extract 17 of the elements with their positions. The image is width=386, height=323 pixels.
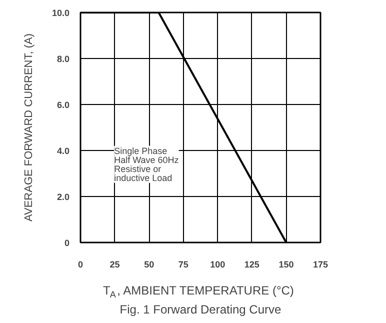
y-axis-title: AVERAGE FORWARD CURRENT, (A) bbox=[22, 33, 35, 222]
text: Fig. 1 Forward Derating Curve bbox=[120, 302, 282, 316]
y-tick-label: 6.0 bbox=[56, 100, 70, 110]
x-tick-label: 75 bbox=[178, 260, 188, 270]
x-tick-label: 50 bbox=[144, 260, 154, 270]
x-tick-label: 150 bbox=[278, 260, 294, 270]
y-tick-label: 0 bbox=[64, 238, 70, 248]
y-tick-label: 2.0 bbox=[56, 192, 70, 202]
y-tick-label: 10.0 bbox=[52, 8, 70, 18]
annotation: Single Phase Half Wave 60Hz Resistive or inductive Load bbox=[114, 146, 180, 183]
x-tick-label: 125 bbox=[244, 260, 260, 270]
x-tick-label: 0 bbox=[78, 260, 84, 270]
x-tick-label: 100 bbox=[210, 260, 226, 270]
x-tick-label: 175 bbox=[312, 260, 328, 270]
y-tick-label: 8.0 bbox=[56, 54, 70, 64]
x-tick-label: 25 bbox=[110, 260, 120, 270]
y-tick-label: 4.0 bbox=[56, 146, 70, 156]
